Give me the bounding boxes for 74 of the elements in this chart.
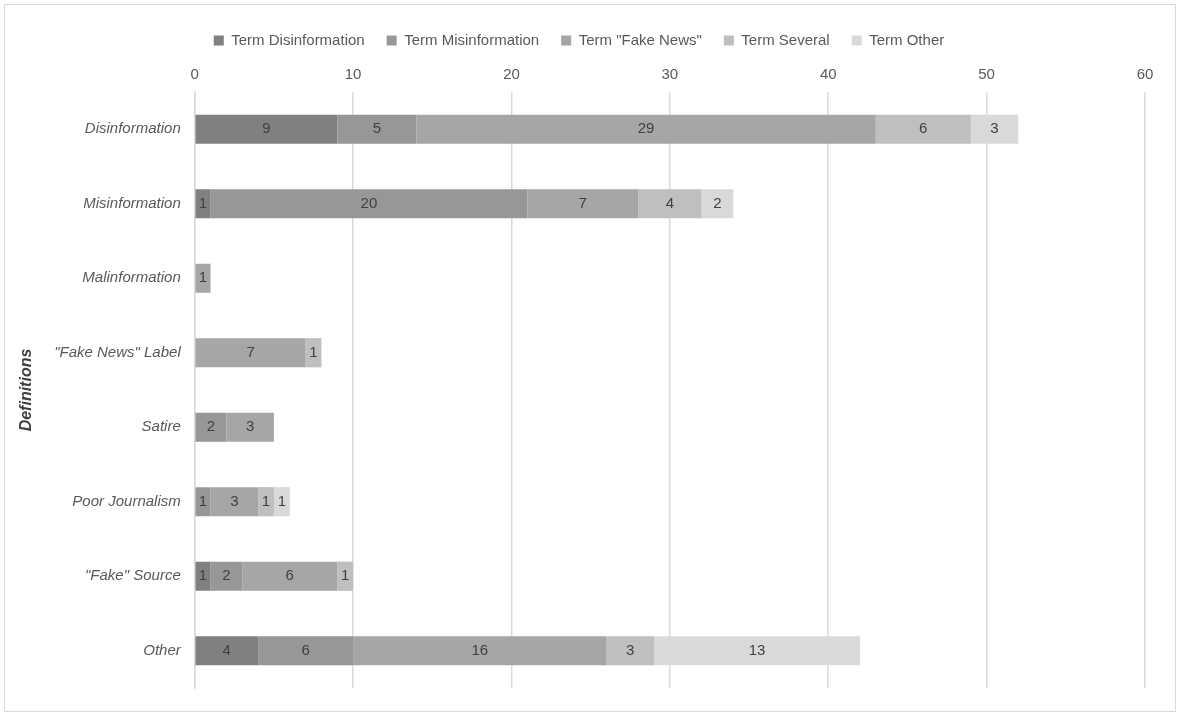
bar <box>210 561 243 591</box>
data-label: 6 <box>301 640 310 658</box>
data-label: 29 <box>637 119 655 137</box>
bar <box>242 561 338 591</box>
x-tick-label: 50 <box>978 65 995 83</box>
bar <box>195 263 211 293</box>
data-label: 9 <box>262 119 271 137</box>
data-label: 16 <box>471 640 489 658</box>
data-label: 7 <box>246 342 255 360</box>
data-label: 1 <box>198 268 208 286</box>
data-label: 2 <box>713 193 722 211</box>
bar <box>701 189 734 219</box>
data-label: 1 <box>198 193 208 211</box>
bar <box>638 189 702 219</box>
bar <box>195 412 227 442</box>
data-label: 3 <box>990 119 999 137</box>
bar <box>337 561 354 591</box>
data-label: 2 <box>206 417 216 435</box>
x-tick-label: 10 <box>344 65 362 83</box>
data-label: 5 <box>372 119 382 137</box>
data-label: 1 <box>198 491 208 509</box>
legend-label: Term Misinformation <box>404 30 540 48</box>
data-label: 6 <box>285 566 294 584</box>
data-label: 1 <box>277 491 287 509</box>
bar <box>195 487 211 517</box>
data-label: 1 <box>309 342 318 360</box>
data-label: 4 <box>665 193 675 211</box>
data-label: 7 <box>578 193 587 211</box>
data-label: 1 <box>261 491 271 509</box>
bar <box>606 636 655 666</box>
bar <box>337 114 417 144</box>
x-tick-label: 60 <box>1136 65 1154 83</box>
legend-label: Term "Fake News" <box>578 30 702 48</box>
x-tick-label: 40 <box>819 65 837 83</box>
data-label: 4 <box>222 640 231 658</box>
data-label: 3 <box>246 417 255 435</box>
data-label: 20 <box>360 193 378 211</box>
y-tick-label: "Fake News" Label <box>54 342 182 360</box>
x-tick-label: 0 <box>190 65 199 83</box>
data-label: 6 <box>919 119 928 137</box>
legend-label: Term Other <box>869 30 945 48</box>
y-tick-label: "Fake" Source <box>85 566 181 584</box>
bar <box>195 636 259 666</box>
bar <box>195 114 338 144</box>
data-label: 3 <box>230 491 239 509</box>
bar <box>416 114 876 144</box>
bar <box>875 114 971 144</box>
y-tick-label: Satire <box>141 417 181 435</box>
bar <box>527 189 639 219</box>
x-tick-label: 20 <box>503 65 520 83</box>
bar <box>195 338 306 368</box>
bar <box>353 636 607 666</box>
bar <box>258 487 274 517</box>
y-tick-label: Other <box>143 640 182 658</box>
x-tick-label: 30 <box>661 65 679 83</box>
y-tick-label: Misinformation <box>83 193 181 211</box>
y-tick-label: Disinformation <box>84 119 181 137</box>
y-axis-title: Definitions <box>17 348 35 432</box>
legend-label: Term Disinformation <box>231 30 365 48</box>
bar <box>273 487 290 517</box>
bar <box>195 561 211 591</box>
bar <box>226 412 274 442</box>
data-label: 2 <box>222 566 231 584</box>
y-tick-label: Poor Journalism <box>72 491 181 509</box>
bar <box>210 189 528 219</box>
bar <box>195 189 211 219</box>
bar <box>258 636 354 666</box>
y-tick-label: Malinformation <box>82 268 181 286</box>
data-label: 1 <box>198 566 208 584</box>
data-label: 3 <box>626 640 635 658</box>
legend-label: Term Several <box>741 30 830 48</box>
bar <box>210 487 259 517</box>
data-label: 13 <box>748 640 766 658</box>
data-label: 1 <box>341 566 350 584</box>
